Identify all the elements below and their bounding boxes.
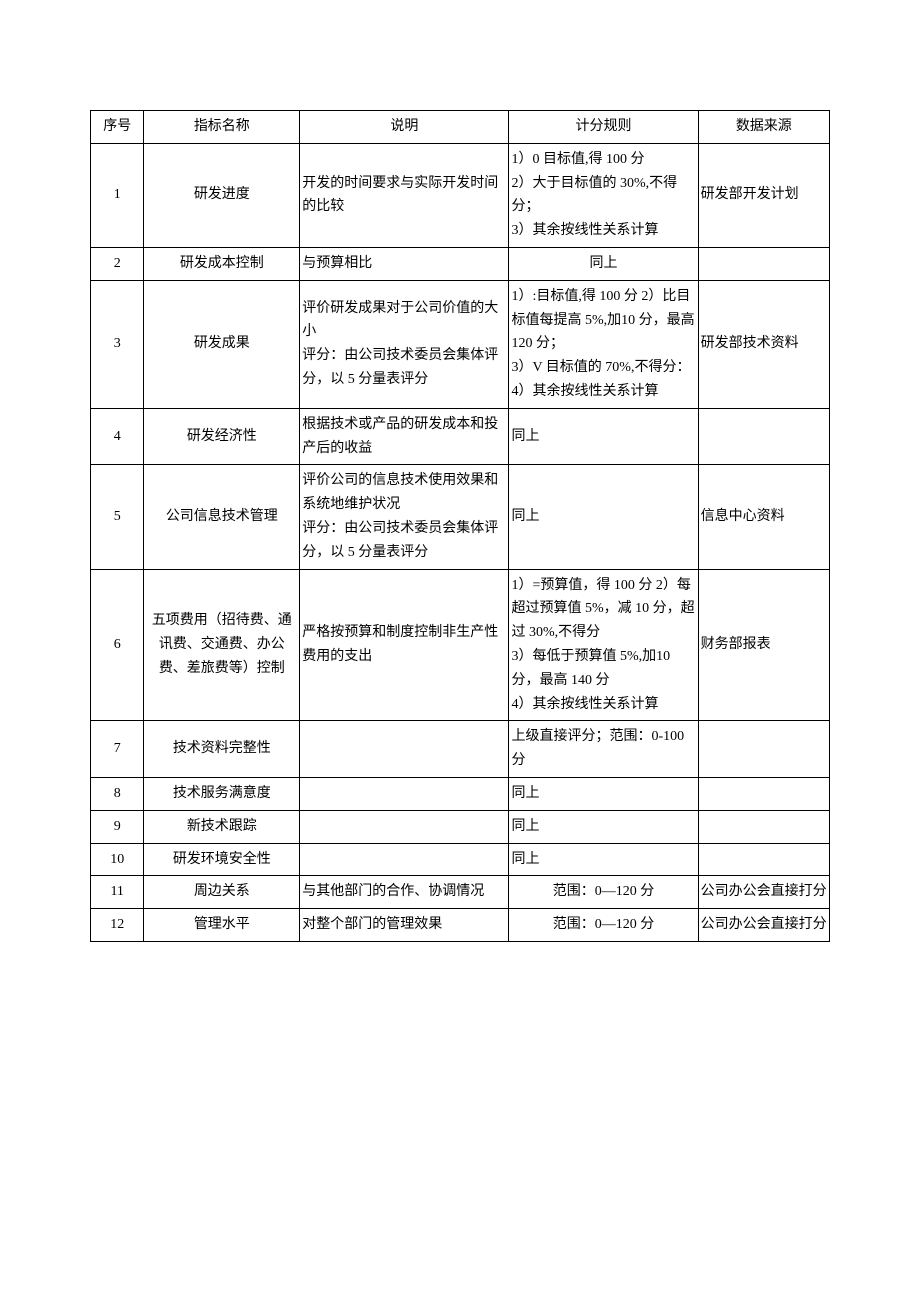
table-row: 5公司信息技术管理评价公司的信息技术使用效果和系统地维护状况 评分：由公司技术委… xyxy=(91,465,830,569)
header-src: 数据来源 xyxy=(698,111,829,144)
cell-name: 管理水平 xyxy=(144,909,300,942)
table-row: 9新技术跟踪 同上 xyxy=(91,810,830,843)
cell-desc: 对整个部门的管理效果 xyxy=(300,909,509,942)
table-row: 12管理水平对整个部门的管理效果范围：0—120 分公司办公会直接打分 xyxy=(91,909,830,942)
cell-seq: 8 xyxy=(91,777,144,810)
cell-seq: 11 xyxy=(91,876,144,909)
cell-seq: 10 xyxy=(91,843,144,876)
cell-desc xyxy=(300,721,509,778)
cell-desc: 开发的时间要求与实际开发时间的比较 xyxy=(300,143,509,247)
cell-name: 五项费用（招待费、通讯费、交通费、办公费、差旅费等）控制 xyxy=(144,569,300,721)
cell-name: 研发环境安全性 xyxy=(144,843,300,876)
cell-name: 研发经济性 xyxy=(144,408,300,465)
cell-rule: 1）:目标值,得 100 分 2）比目标值每提高 5%,加10 分，最高 120… xyxy=(509,280,698,408)
header-seq: 序号 xyxy=(91,111,144,144)
cell-rule: 上级直接评分；范围：0-100 分 xyxy=(509,721,698,778)
cell-desc: 根据技术或产品的研发成本和投产后的收益 xyxy=(300,408,509,465)
cell-desc: 评价公司的信息技术使用效果和系统地维护状况 评分：由公司技术委员会集体评分，以 … xyxy=(300,465,509,569)
cell-seq: 1 xyxy=(91,143,144,247)
cell-seq: 6 xyxy=(91,569,144,721)
cell-rule: 同上 xyxy=(509,247,698,280)
cell-desc: 与预算相比 xyxy=(300,247,509,280)
table-row: 2研发成本控制与预算相比同上 xyxy=(91,247,830,280)
cell-seq: 3 xyxy=(91,280,144,408)
cell-seq: 4 xyxy=(91,408,144,465)
cell-src: 研发部技术资料 xyxy=(698,280,829,408)
cell-rule: 范围：0—120 分 xyxy=(509,876,698,909)
cell-rule: 同上 xyxy=(509,465,698,569)
cell-desc: 与其他部门的合作、协调情况 xyxy=(300,876,509,909)
table-row: 1研发进度开发的时间要求与实际开发时间的比较1）0 目标值,得 100 分 2）… xyxy=(91,143,830,247)
header-name: 指标名称 xyxy=(144,111,300,144)
kpi-table: 序号 指标名称 说明 计分规则 数据来源 1研发进度开发的时间要求与实际开发时间… xyxy=(90,110,830,942)
table-row: 7技术资料完整性 上级直接评分；范围：0-100 分 xyxy=(91,721,830,778)
cell-src xyxy=(698,843,829,876)
table-body: 1研发进度开发的时间要求与实际开发时间的比较1）0 目标值,得 100 分 2）… xyxy=(91,143,830,941)
header-rule: 计分规则 xyxy=(509,111,698,144)
cell-desc: 严格按预算和制度控制非生产性费用的支出 xyxy=(300,569,509,721)
cell-src: 公司办公会直接打分 xyxy=(698,909,829,942)
table-header-row: 序号 指标名称 说明 计分规则 数据来源 xyxy=(91,111,830,144)
cell-rule: 同上 xyxy=(509,810,698,843)
cell-desc xyxy=(300,843,509,876)
cell-rule: 同上 xyxy=(509,777,698,810)
table-row: 8技术服务满意度 同上 xyxy=(91,777,830,810)
cell-rule: 同上 xyxy=(509,408,698,465)
cell-src xyxy=(698,777,829,810)
table-row: 10研发环境安全性 同上 xyxy=(91,843,830,876)
cell-src xyxy=(698,810,829,843)
cell-desc xyxy=(300,810,509,843)
cell-rule: 范围：0—120 分 xyxy=(509,909,698,942)
cell-name: 新技术跟踪 xyxy=(144,810,300,843)
header-desc: 说明 xyxy=(300,111,509,144)
cell-src: 财务部报表 xyxy=(698,569,829,721)
cell-seq: 5 xyxy=(91,465,144,569)
cell-seq: 12 xyxy=(91,909,144,942)
cell-src: 公司办公会直接打分 xyxy=(698,876,829,909)
cell-src: 研发部开发计划 xyxy=(698,143,829,247)
table-row: 11周边关系与其他部门的合作、协调情况范围：0—120 分公司办公会直接打分 xyxy=(91,876,830,909)
table-row: 4研发经济性根据技术或产品的研发成本和投产后的收益同上 xyxy=(91,408,830,465)
cell-src xyxy=(698,721,829,778)
cell-src: 信息中心资料 xyxy=(698,465,829,569)
cell-seq: 9 xyxy=(91,810,144,843)
cell-desc xyxy=(300,777,509,810)
cell-name: 技术资料完整性 xyxy=(144,721,300,778)
cell-seq: 2 xyxy=(91,247,144,280)
table-row: 3研发成果评价研发成果对于公司价值的大小 评分：由公司技术委员会集体评分，以 5… xyxy=(91,280,830,408)
cell-desc: 评价研发成果对于公司价值的大小 评分：由公司技术委员会集体评分，以 5 分量表评… xyxy=(300,280,509,408)
cell-name: 研发进度 xyxy=(144,143,300,247)
cell-name: 周边关系 xyxy=(144,876,300,909)
cell-src xyxy=(698,408,829,465)
cell-name: 研发成果 xyxy=(144,280,300,408)
cell-rule: 1）0 目标值,得 100 分 2）大于目标值的 30%,不得分； 3）其余按线… xyxy=(509,143,698,247)
cell-seq: 7 xyxy=(91,721,144,778)
cell-name: 技术服务满意度 xyxy=(144,777,300,810)
cell-rule: 同上 xyxy=(509,843,698,876)
cell-src xyxy=(698,247,829,280)
cell-rule: 1）=预算值，得 100 分 2）每超过预算值 5%，减 10 分，超过 30%… xyxy=(509,569,698,721)
cell-name: 研发成本控制 xyxy=(144,247,300,280)
table-row: 6五项费用（招待费、通讯费、交通费、办公费、差旅费等）控制严格按预算和制度控制非… xyxy=(91,569,830,721)
cell-name: 公司信息技术管理 xyxy=(144,465,300,569)
